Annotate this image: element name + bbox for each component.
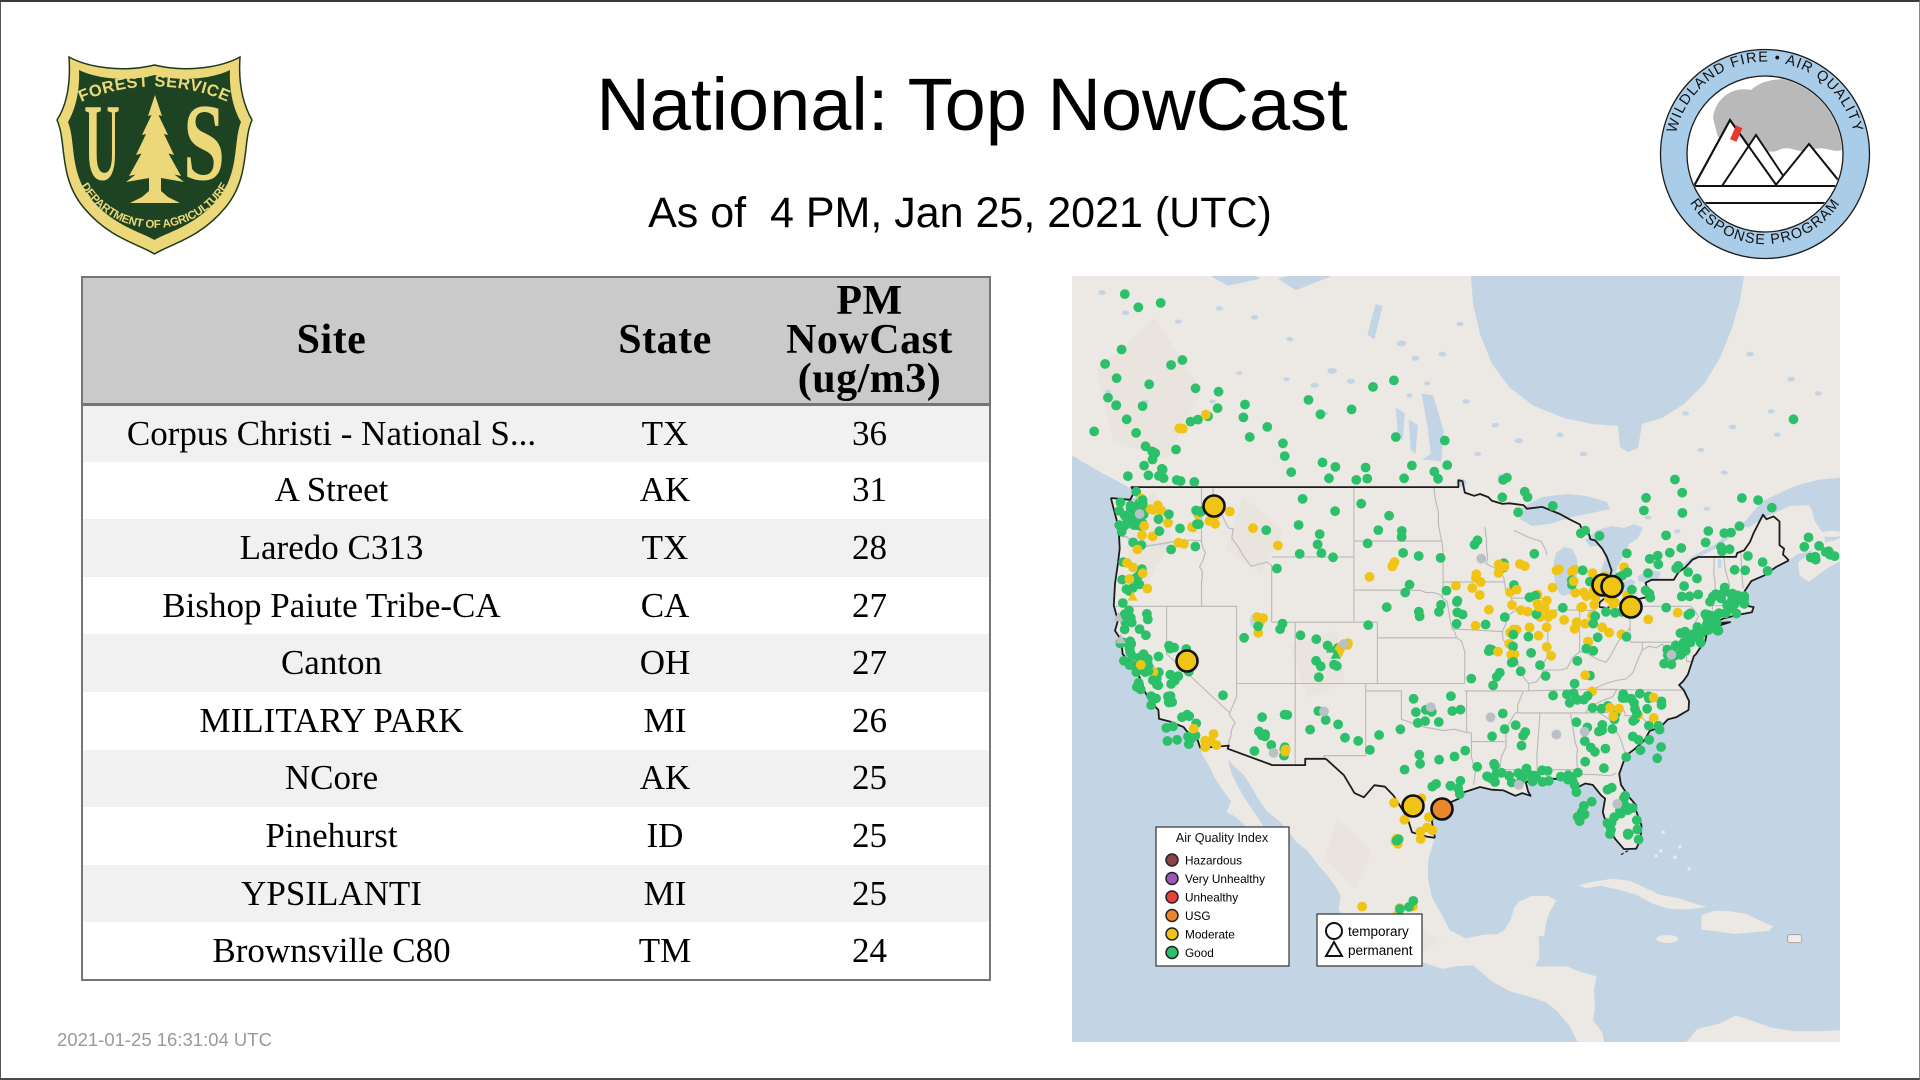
svg-text:USG: USG xyxy=(1185,909,1211,923)
svg-text:temporary: temporary xyxy=(1348,924,1409,939)
svg-text:Hazardous: Hazardous xyxy=(1185,854,1242,868)
svg-text:permanent: permanent xyxy=(1348,943,1413,958)
svg-text:Very Unhealthy: Very Unhealthy xyxy=(1185,872,1265,886)
svg-text:Good: Good xyxy=(1185,946,1214,960)
svg-text:Unhealthy: Unhealthy xyxy=(1185,891,1238,905)
svg-text:U: U xyxy=(84,83,120,204)
svg-text:Moderate: Moderate xyxy=(1185,928,1235,942)
svg-text:S: S xyxy=(183,82,225,204)
svg-text:Air Quality Index: Air Quality Index xyxy=(1176,831,1269,845)
